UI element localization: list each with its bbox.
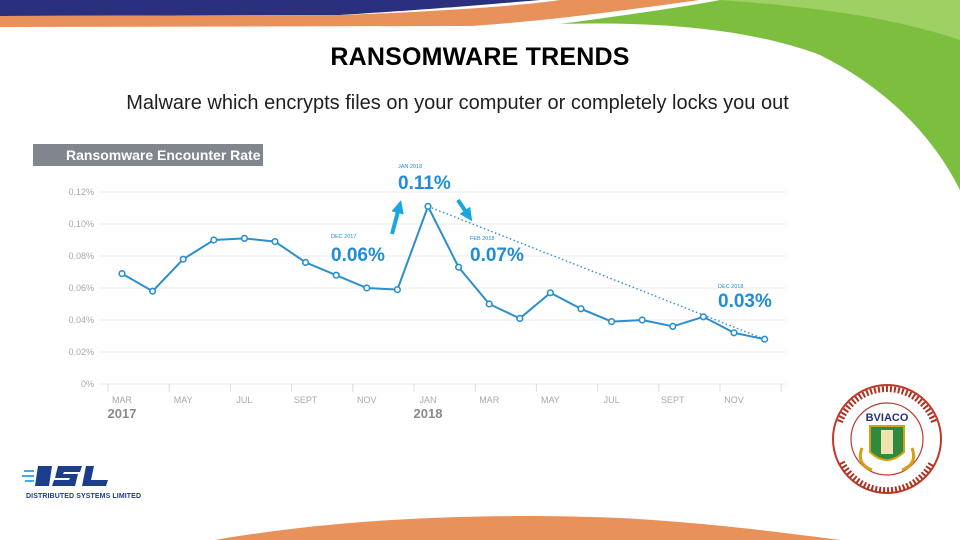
page-title: RANSOMWARE TRENDS [330, 43, 630, 71]
x-tick-label: SEPT [294, 395, 318, 405]
data-point [699, 313, 708, 321]
chart-header-bar [33, 144, 263, 166]
callout-date: JAN 2018 [398, 164, 422, 170]
x-tick-label: MAY [541, 395, 560, 405]
seal-text: BVIACO [866, 412, 909, 424]
bsl-logo [22, 466, 108, 486]
trend-line [427, 205, 765, 340]
data-point [607, 318, 616, 326]
page-subtitle: Malware which encrypts files on your com… [126, 92, 789, 114]
x-tick-label: MAR [112, 395, 133, 405]
data-point [516, 314, 524, 323]
y-tick-label: 0% [81, 379, 94, 389]
bottom-orange-wave [215, 516, 840, 540]
y-tick-label: 0.06% [68, 283, 94, 293]
callout-date: FEB 2018 [470, 236, 494, 242]
callout-value: 0.06% [331, 245, 385, 266]
y-tick-label: 0.12% [68, 187, 94, 197]
data-point [240, 234, 248, 242]
x-tick-label: JAN [419, 395, 436, 405]
y-tick-label: 0.08% [68, 251, 94, 261]
data-point [546, 289, 555, 297]
y-tick-label: 0.10% [68, 219, 94, 229]
top-green-light [720, 0, 960, 40]
callout-date: DEC 2017 [331, 234, 356, 240]
data-point [638, 316, 646, 324]
top-orange-band [0, 0, 700, 27]
data-point [393, 286, 402, 294]
chart-title: Ransomware Encounter Rate [66, 147, 261, 163]
series-line [121, 203, 765, 341]
x-tick-label: MAR [479, 395, 500, 405]
data-point [179, 255, 187, 263]
top-blue-band [0, 0, 540, 16]
y-tick-label: 0.04% [68, 315, 94, 325]
year-label: 2018 [414, 406, 443, 421]
callout-value: 0.03% [718, 291, 772, 312]
y-tick-label: 0.02% [68, 347, 94, 357]
arrow-down-head [459, 206, 473, 222]
x-tick-label: SEPT [661, 395, 685, 405]
data-point [210, 236, 218, 244]
callout-date: DEC 2018 [718, 284, 743, 290]
data-point [271, 238, 279, 246]
callout-value: 0.07% [470, 245, 524, 266]
top-green-swoosh [560, 0, 960, 190]
bsl-logo-text: DISTRIBUTED SYSTEMS LIMITED [26, 493, 142, 500]
data-point [332, 271, 340, 279]
data-point [760, 335, 769, 343]
data-point [669, 322, 677, 331]
data-point [485, 300, 493, 308]
data-point [455, 263, 463, 271]
data-point [424, 202, 432, 210]
data-point [149, 287, 157, 295]
bviaco-seal: BVIACO [832, 384, 942, 494]
data-point [118, 270, 126, 278]
callout-value: 0.11% [398, 173, 451, 194]
data-point [577, 305, 585, 313]
data-point [363, 284, 371, 292]
year-label: 2017 [108, 406, 137, 421]
x-tick-label: JUL [604, 395, 620, 405]
arrow-up-head [391, 200, 404, 215]
x-tick-label: NOV [357, 395, 377, 405]
data-point [730, 329, 738, 337]
x-tick-label: JUL [236, 395, 252, 405]
data-point [302, 258, 310, 267]
x-tick-label: MAY [174, 395, 193, 405]
x-tick-label: NOV [724, 395, 744, 405]
